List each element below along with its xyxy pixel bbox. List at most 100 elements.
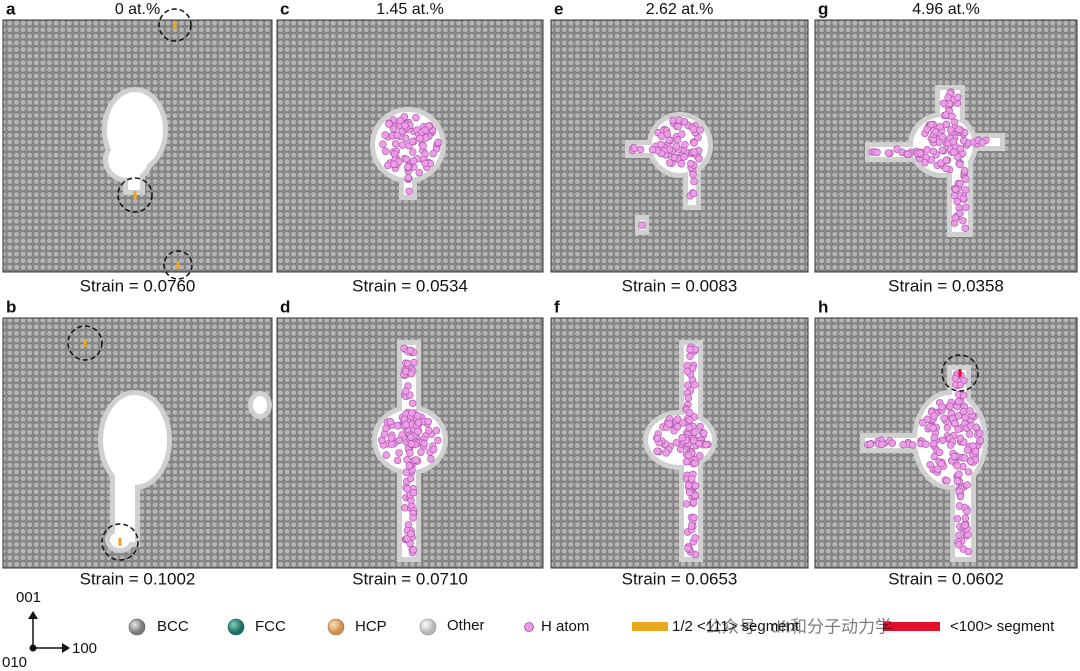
- h-atom: [673, 136, 682, 144]
- h-atom: [942, 156, 951, 164]
- panel: [2, 8, 273, 280]
- h-atom: [955, 470, 963, 478]
- legend-label: BCC: [157, 618, 189, 635]
- h-atom: [408, 409, 416, 417]
- h-atom: [403, 534, 411, 543]
- h-atom: [936, 159, 945, 167]
- h-atom: [393, 131, 401, 139]
- h-atom: [951, 214, 959, 222]
- h-atom: [959, 137, 968, 145]
- h-atom: [930, 452, 939, 461]
- axis-origin: [29, 644, 37, 652]
- h-atom: [953, 93, 962, 102]
- h-atom: [680, 118, 689, 126]
- h-atom: [943, 424, 952, 432]
- h-atom: [949, 137, 958, 146]
- h-atom: [873, 148, 881, 156]
- h-atom: [927, 120, 935, 129]
- h-atom: [686, 345, 694, 354]
- h-atom: [930, 412, 938, 420]
- h-atom: [425, 426, 433, 435]
- h-atom: [672, 142, 681, 151]
- h-atom: [421, 126, 429, 134]
- h-atom: [414, 427, 422, 436]
- segment-100-icon: [883, 622, 940, 631]
- h-atom: [414, 412, 422, 420]
- panel-letter: b: [6, 297, 16, 316]
- h-atom: [408, 137, 417, 146]
- h-atom: [662, 449, 670, 457]
- h-atom: [690, 139, 698, 147]
- h-atom: [685, 408, 694, 417]
- h-atom: [684, 451, 693, 460]
- h-atom: [407, 530, 415, 538]
- h-atom: [953, 477, 962, 485]
- h-atom: [929, 424, 937, 432]
- h-atom: [929, 440, 938, 448]
- h-atom: [961, 514, 970, 522]
- strain-label: Strain = 0.0602: [888, 569, 1004, 588]
- h-atom: [684, 544, 692, 553]
- h-atom: [663, 130, 672, 138]
- h-atom: [388, 440, 396, 448]
- h-atom: [953, 197, 961, 206]
- axis-label: 100: [72, 640, 97, 657]
- h-atom: [672, 439, 681, 447]
- h-atom: [956, 434, 964, 442]
- h-atom: [959, 194, 968, 203]
- h-atom: [674, 122, 682, 131]
- h-atom: [648, 145, 657, 154]
- h-atom: [689, 189, 698, 198]
- h-atom: [691, 534, 699, 542]
- h-atom: [407, 440, 416, 448]
- h-atom: [402, 421, 410, 429]
- h-atom: [961, 454, 969, 462]
- h-atom: [685, 488, 694, 497]
- orientation: 001 100 010: [2, 589, 97, 671]
- h-atom: [951, 185, 960, 193]
- strain-label: Strain = 0.0083: [622, 276, 738, 295]
- h-atom: [409, 488, 418, 497]
- panel: [814, 19, 1078, 273]
- h-atom: [678, 130, 686, 138]
- h-atom: [956, 144, 965, 153]
- h-atom: [403, 359, 412, 368]
- h-atom: [950, 452, 958, 461]
- h-atom: [916, 149, 924, 157]
- h-atom: [702, 441, 710, 449]
- legend-label: 1/2 <111> segment: [672, 618, 800, 635]
- panel-letter: g: [818, 0, 828, 18]
- h-atom: [695, 155, 703, 163]
- h-atom: [665, 159, 674, 167]
- h-atom: [409, 148, 417, 156]
- h-atom: [680, 153, 688, 161]
- legend-label: <100> segment: [950, 618, 1055, 635]
- h-atom: [963, 446, 972, 454]
- h-atom: [931, 128, 940, 136]
- h-atom: [691, 381, 699, 389]
- h-atom: [961, 521, 969, 529]
- h-atom: [700, 429, 708, 437]
- h-atom: [409, 399, 417, 407]
- legend-label: FCC: [255, 618, 286, 635]
- h-atom: [402, 387, 410, 395]
- strain-label: Strain = 0.0710: [352, 569, 468, 588]
- fcc-icon: [227, 618, 245, 636]
- h-atom: [407, 474, 415, 483]
- h-atom: [923, 125, 931, 133]
- bcc-icon: [128, 618, 146, 636]
- h-atom: [954, 412, 963, 420]
- h-atom: [695, 452, 704, 460]
- legend: BCC FCC HCP Other H atom 1/2 <111> segme…: [128, 617, 1055, 636]
- h-atom: [381, 147, 390, 155]
- h-atom: [929, 147, 938, 156]
- h-atom: [934, 465, 942, 473]
- strain-label: Strain = 0.0358: [888, 276, 1004, 295]
- h-atom: [407, 369, 416, 378]
- h-atom: [691, 459, 699, 467]
- defect-marker: [101, 523, 139, 561]
- h-atom: [690, 177, 698, 186]
- h-atom: [678, 434, 686, 442]
- h-atom: [878, 440, 886, 449]
